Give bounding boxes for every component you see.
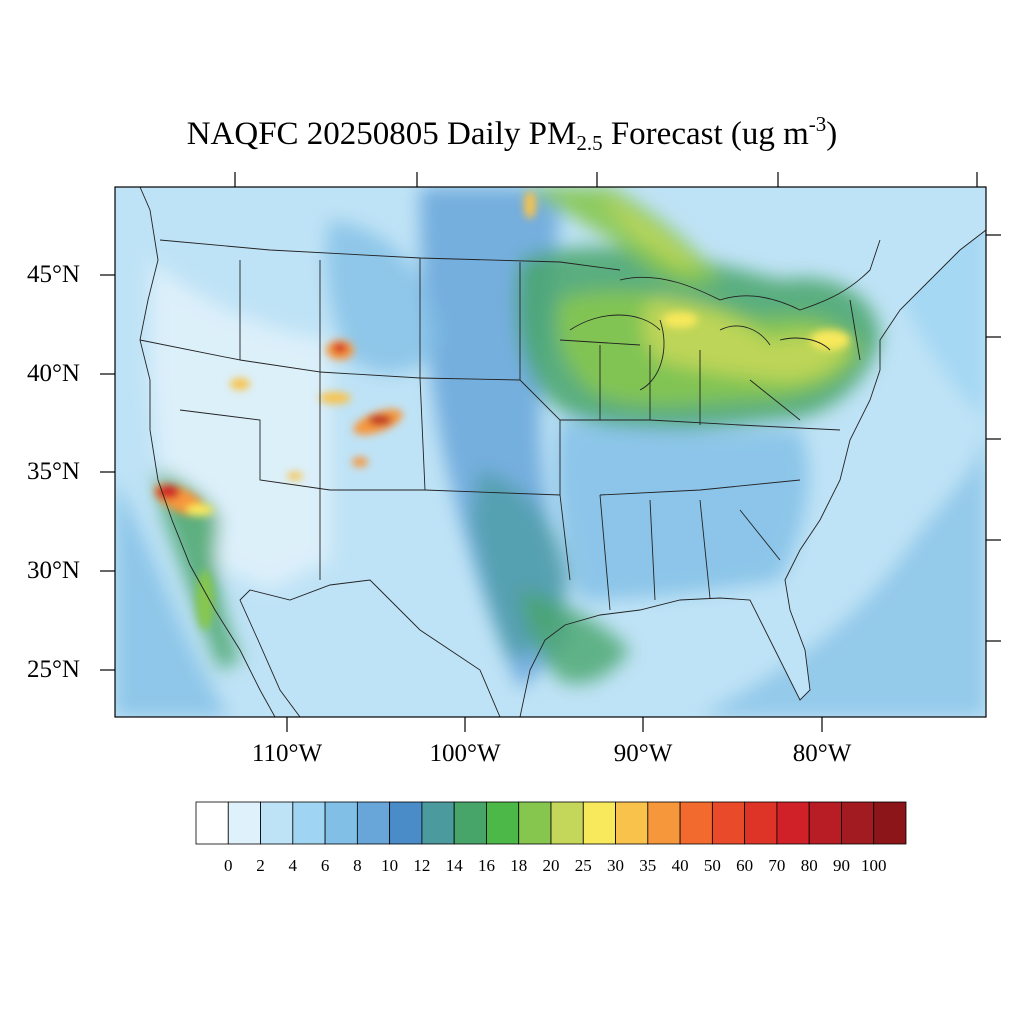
colorbar-label: 60: [736, 856, 754, 875]
colorbar-label: 12: [413, 856, 431, 875]
right-ticks: [986, 234, 1001, 642]
lat-label-35n: 35°N: [26, 458, 80, 485]
colorbar-label: 50: [703, 856, 721, 875]
colorbar-swatch: [227, 801, 261, 845]
lon-label-80w: 80°W: [792, 740, 852, 767]
colorbar-swatch: [518, 801, 552, 845]
colorbar-label: 70: [768, 856, 786, 875]
title-close: ): [826, 116, 838, 152]
colorbar-label: 16: [478, 856, 495, 875]
colorbar-swatch: [324, 801, 358, 845]
colorbar-label: 8: [353, 856, 362, 875]
colorbar-swatch: [389, 801, 423, 845]
lat-label-40n: 40°N: [26, 360, 80, 387]
map-frame: [114, 186, 987, 718]
title-main: NAQFC 20250805 Daily PM: [186, 116, 577, 152]
bottom-ticks: [286, 717, 823, 732]
colorbar-swatch: [711, 801, 746, 845]
colorbar-swatch: [292, 801, 326, 845]
colorbar-label: 90: [833, 856, 850, 875]
colorbar-label: 0: [224, 856, 233, 875]
colorbar-swatch: [486, 801, 520, 845]
lon-label-110w: 110°W: [251, 740, 323, 767]
pm25-hotspots: [154, 191, 850, 630]
colorbar-label: 40: [671, 856, 689, 875]
colorbar-label: 4: [288, 856, 298, 875]
colorbar-swatch: [841, 801, 875, 845]
colorbar-swatch: [195, 801, 229, 845]
colorbar-label: 80: [800, 856, 818, 875]
colorbar-label: 25: [574, 856, 592, 875]
title-subscript: 2.5: [576, 131, 603, 155]
colorbar: [195, 801, 907, 845]
title-units: Forecast (ug m: [602, 116, 809, 152]
lon-label-90w: 90°W: [613, 740, 673, 767]
colorbar-swatch: [647, 801, 681, 845]
colorbar-label: 100: [860, 856, 887, 875]
colorbar-swatch: [873, 801, 907, 845]
lat-label-30n: 30°N: [26, 557, 80, 584]
colorbar-swatch: [356, 801, 391, 845]
lon-label-100w: 100°W: [429, 740, 501, 767]
colorbar-swatch: [582, 801, 616, 845]
title-superscript: -3: [808, 112, 827, 136]
lat-label-25n: 25°N: [26, 656, 80, 683]
colorbar-label: 10: [381, 856, 399, 875]
colorbar-swatch: [776, 801, 810, 845]
colorbar-swatch: [615, 801, 649, 845]
colorbar-swatch: [453, 801, 487, 845]
colorbar-label: 6: [320, 856, 330, 875]
colorbar-label: 35: [639, 856, 657, 875]
colorbar-label: 30: [607, 856, 624, 875]
colorbar-swatch: [808, 801, 842, 845]
colorbar-swatch: [679, 801, 713, 845]
colorbar-swatch: [550, 801, 584, 845]
colorbar-swatch: [744, 801, 778, 845]
top-ticks: [234, 172, 978, 187]
colorbar-label: 14: [445, 856, 463, 875]
colorbar-label: 20: [542, 856, 560, 875]
colorbar-swatch: [260, 801, 294, 845]
map-boundaries: [139, 187, 986, 717]
colorbar-label: 2: [256, 856, 265, 875]
map-area: [115, 187, 986, 717]
colorbar-label: 18: [510, 856, 528, 875]
left-ticks: [100, 274, 115, 671]
lat-label-45n: 45°N: [26, 261, 80, 288]
colorbar-swatch: [421, 801, 455, 845]
map-title: NAQFC 20250805 Daily PM2.5 Forecast (ug …: [0, 112, 1024, 156]
